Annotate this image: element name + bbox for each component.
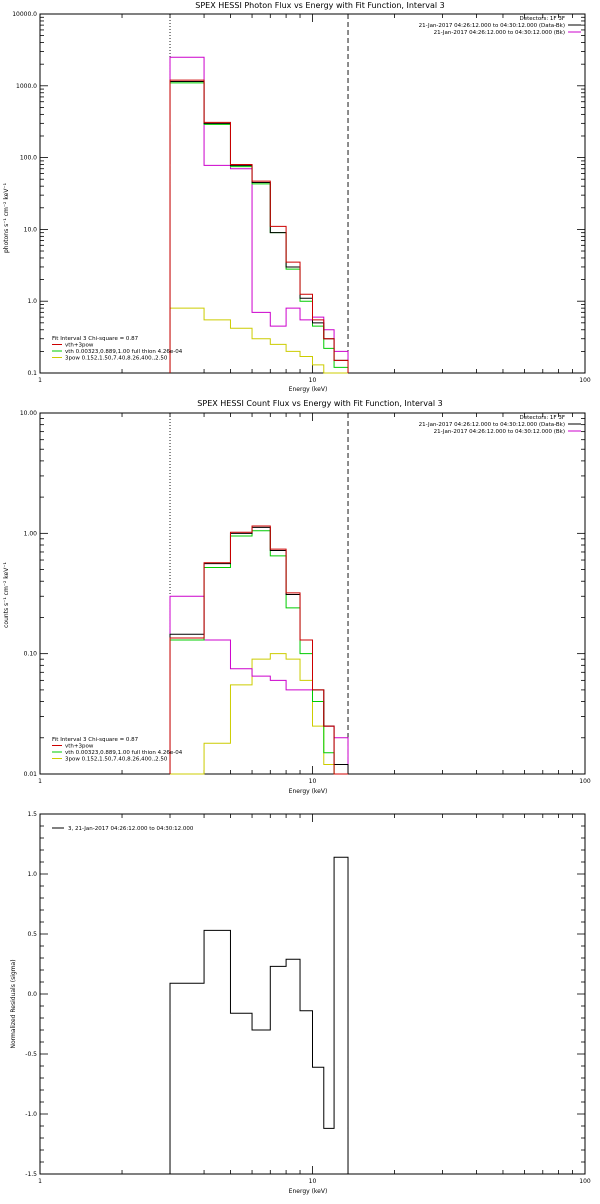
photon-y-tick-label: 100.0 (20, 155, 37, 162)
count-legend-top-header: Detectors: 1F 3F (519, 415, 565, 421)
count-x-tick-label: 10 (309, 778, 317, 785)
photon-flux-y-label: photons s⁻¹ cm⁻² keV⁻¹ (3, 182, 10, 253)
resid-y-tick-label: 1.0 (27, 871, 37, 878)
photon-x-tick-label: 1 (38, 377, 42, 384)
photon-flux-y-label-group: photons s⁻¹ cm⁻² keV⁻¹ (3, 182, 10, 253)
photon-flux-x-label: Energy (keV) (289, 386, 328, 393)
photon-legend-top-entry: 21-Jan-2017 04:26:12.000 to 04:30:12.000… (434, 30, 565, 36)
resid-x-tick-label: 100 (579, 1178, 591, 1185)
resid-y-tick-label: -1.5 (25, 1171, 37, 1178)
photon-y-tick-label: 0.1 (27, 370, 37, 377)
count-y-tick-label: 10.00 (20, 410, 37, 417)
count-legend-top-entry: 21-Jan-2017 04:26:12.000 to 04:30:12.000… (434, 429, 565, 435)
photon-legend-top-entry: 21-Jan-2017 04:26:12.000 to 04:30:12.000… (419, 23, 565, 29)
photon-y-tick-label: 1.0 (27, 298, 37, 305)
photon-flux-title: SPEX HESSI Photon Flux vs Energy with Fi… (195, 1, 445, 10)
count-y-tick-label: 1.00 (24, 530, 38, 537)
count-y-tick-label: 0.01 (24, 771, 38, 778)
count-fit-info-header: Fit Interval 3 Chi-square = 0.87 (52, 737, 139, 743)
photon-fit-legend-entry: vth+3pow (65, 343, 94, 349)
count-fit-legend-entry: 3pow 0.152,1.50,7.40,8.26,400.,2.50 (65, 757, 168, 763)
resid-plot-frame (39, 813, 586, 1175)
photon-series-3-step-line (169, 56, 349, 373)
count-x-tick-label: 100 (579, 778, 591, 785)
photon-series-1-step-line (169, 79, 349, 373)
residuals-x-label: Energy (keV) (289, 1188, 328, 1195)
resid-y-tick-label: 0.5 (27, 931, 37, 938)
resid-x-tick-label: 1 (38, 1178, 42, 1185)
count-series-2-step-line (169, 530, 349, 775)
photon-x-tick-label: 100 (579, 377, 591, 384)
resid-series-0-step-line (169, 856, 349, 1174)
residuals-y-label-group: Normalized Residuals (sigma) (10, 959, 17, 1048)
resid-x-tick-label: 10 (309, 1178, 317, 1185)
count-legend-top-entry: 21-Jan-2017 04:26:12.000 to 04:30:12.000… (419, 422, 565, 428)
resid-legend-entry: 3, 21-Jan-2017 04:26:12.000 to 04:30:12.… (68, 826, 194, 832)
photon-series-0-step-line (169, 80, 349, 373)
resid-y-tick-label: -1.0 (25, 1111, 37, 1118)
photon-series-4-step-line (169, 307, 349, 374)
count-y-tick-label: 0.10 (24, 651, 38, 658)
photon-fit-legend-entry: vth 0.00323,0.889,1.00 full thion 4.26e-… (65, 349, 183, 355)
count-flux-title: SPEX HESSI Count Flux vs Energy with Fit… (197, 399, 442, 408)
count-series-3-step-line (169, 595, 349, 774)
photon-legend-top-header: Detectors: 1F 3F (519, 16, 565, 22)
count-series-0-step-line (169, 526, 349, 774)
count-flux-y-label-group: counts s⁻¹ cm⁻² keV⁻¹ (3, 562, 10, 628)
residuals-panel: Normalized Residuals (sigma) Energy (keV… (10, 811, 591, 1195)
resid-y-tick-label: -0.5 (25, 1051, 37, 1058)
count-fit-legend-entry: vth+3pow (65, 744, 94, 750)
photon-fit-legend-entry: 3pow 0.152,1.50,7.40,8.26,400.,2.50 (65, 356, 168, 362)
photon-fit-info-header: Fit Interval 3 Chi-square = 0.87 (52, 336, 139, 342)
count-series-4-step-line (170, 653, 349, 775)
count-flux-panel: SPEX HESSI Count Flux vs Energy with Fit… (3, 399, 591, 795)
residuals-plot-area: 1 10 100 -1.5 -1.0 -0.5 0.0 0.5 1.0 1.5 3, 21-Jan-… (25, 811, 591, 1185)
count-fit-legend-entry: vth 0.00323,0.889,1.00 full thion 4.26e-… (65, 750, 183, 756)
photon-y-tick-label: 1000.0 (16, 83, 37, 90)
photon-flux-panel: SPEX HESSI Photon Flux vs Energy with Fi… (3, 1, 591, 393)
photon-y-tick-label: 10000.0 (12, 11, 37, 18)
count-x-tick-label: 1 (38, 778, 42, 785)
photon-flux-plot-area: 1 10 100 0.1 1.0 10.0 100.0 1000.0 10000.0 Detect… (12, 11, 591, 384)
photon-series-2-step-line (169, 82, 349, 373)
resid-y-tick-label: 0.0 (27, 991, 37, 998)
photon-y-tick-label: 10.0 (24, 226, 38, 233)
count-series-1-step-line (169, 525, 349, 775)
residuals-y-label: Normalized Residuals (sigma) (10, 959, 17, 1048)
count-flux-y-label: counts s⁻¹ cm⁻² keV⁻¹ (3, 562, 10, 628)
photon-x-tick-label: 10 (309, 377, 317, 384)
count-flux-x-label: Energy (keV) (289, 788, 328, 795)
resid-y-tick-label: 1.5 (27, 811, 37, 818)
